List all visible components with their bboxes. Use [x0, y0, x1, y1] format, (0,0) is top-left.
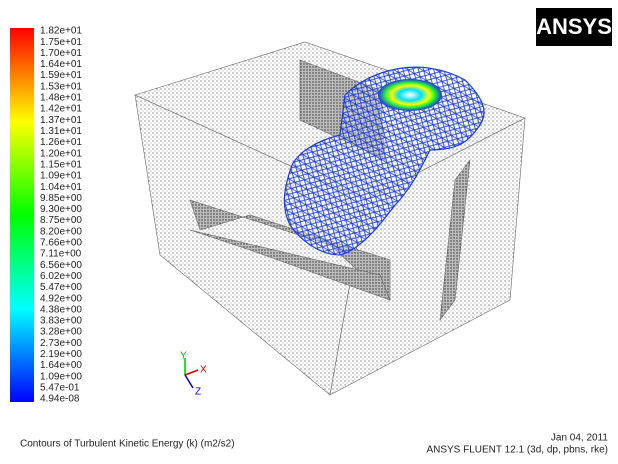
colorbar-label: 1.70e+01: [40, 48, 82, 59]
colorbar-label: 1.04e+01: [40, 182, 82, 193]
x-axis-arrow: [185, 370, 198, 375]
colorbar-label: 1.20e+01: [40, 148, 82, 159]
colorbar-label: 3.83e+00: [40, 316, 82, 327]
z-axis-arrow: [185, 375, 193, 388]
colorbar-label: 9.30e+00: [40, 204, 82, 215]
colorbar-label: 5.47e+00: [40, 282, 82, 293]
logo: ANSYS: [536, 14, 612, 39]
colorbar-label: 6.56e+00: [40, 260, 82, 271]
colorbar-label: 1.26e+01: [40, 137, 82, 148]
colorbar-label: 8.20e+00: [40, 226, 82, 237]
colorbar-label: 4.94e-08: [40, 394, 80, 405]
colorbar-label: 3.28e+00: [40, 327, 82, 338]
axis-triad: Y X Z: [180, 351, 207, 398]
colorbar-label: 1.82e+01: [40, 26, 82, 37]
colorbar-label: 1.31e+01: [40, 126, 82, 137]
colorbar-label: 1.09e+00: [40, 371, 82, 382]
colorbar-label: 2.19e+00: [40, 349, 82, 360]
colorbar-label: 1.42e+01: [40, 104, 82, 115]
colorbar-label: 1.53e+01: [40, 81, 82, 92]
colorbar-label: 1.15e+01: [40, 159, 82, 170]
colorbar-label: 1.09e+01: [40, 171, 82, 182]
x-axis-label: X: [200, 365, 207, 376]
colorbar-label: 1.48e+01: [40, 93, 82, 104]
y-axis-label: Y: [180, 351, 187, 362]
colorbar-label: 1.64e+01: [40, 59, 82, 70]
z-axis-label: Z: [195, 387, 201, 398]
date: Jan 04, 2011: [551, 433, 609, 444]
colorbar-label: 1.64e+00: [40, 360, 82, 371]
colorbar-label: 2.73e+00: [40, 338, 82, 349]
colorbar-label: 8.75e+00: [40, 215, 82, 226]
colorbar-label: 4.92e+00: [40, 293, 82, 304]
colorbar-label: 4.38e+00: [40, 304, 82, 315]
colorbar-label: 1.37e+01: [40, 115, 82, 126]
caption: Contours of Turbulent Kinetic Energy (k)…: [20, 439, 235, 450]
colorbar-label: 7.11e+00: [40, 249, 82, 260]
version: ANSYS FLUENT 12.1 (3d, dp, pbns, rke): [426, 445, 608, 456]
colorbar-label: 9.85e+00: [40, 193, 82, 204]
colorbar-label: 7.66e+00: [40, 238, 82, 249]
colorbar-label: 6.02e+00: [40, 271, 82, 282]
colorbar-labels: 1.82e+011.75e+011.70e+011.64e+011.59e+01…: [40, 26, 82, 405]
colorbar-label: 1.75e+01: [40, 37, 82, 48]
fluent-view: 1.82e+011.75e+011.70e+011.64e+011.59e+01…: [0, 0, 618, 464]
colorbar-label: 1.59e+01: [40, 70, 82, 81]
colorbar: [10, 28, 34, 402]
colorbar-label: 5.47e-01: [40, 382, 80, 393]
hot-spot: [378, 79, 442, 111]
